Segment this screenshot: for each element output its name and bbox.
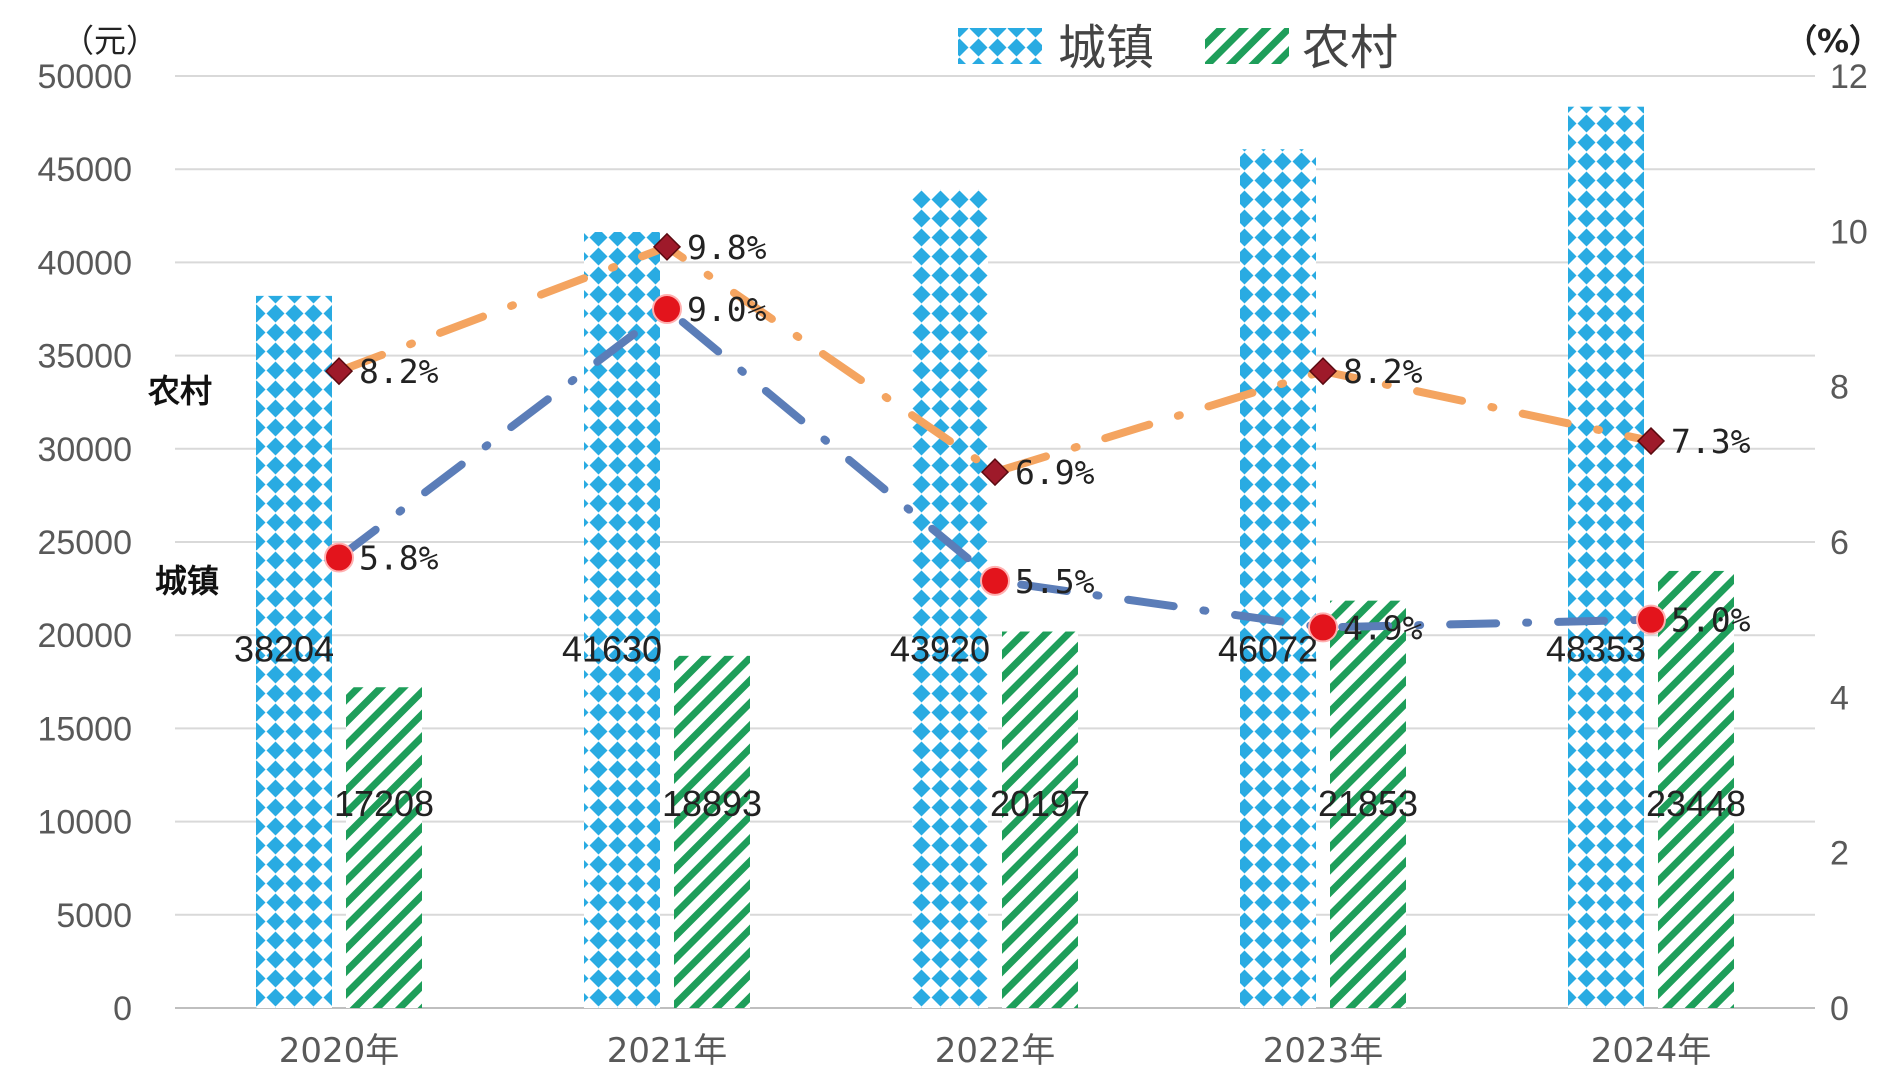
bar-urban xyxy=(1568,106,1644,1009)
y-left-tick-label: 30000 xyxy=(37,431,132,469)
y-left-tick-label: 5000 xyxy=(56,897,132,935)
bar-label-rural: 20197 xyxy=(990,783,1090,824)
bar-urban xyxy=(912,189,988,1009)
y-left-tick-label: 20000 xyxy=(37,617,132,655)
bars xyxy=(256,106,1734,1009)
marker-urban xyxy=(324,542,354,573)
legend-label-urban: 城镇 xyxy=(1058,20,1154,76)
bar-label-rural: 21853 xyxy=(1318,783,1418,824)
marker-urban xyxy=(980,565,1010,596)
bar-urban xyxy=(584,232,660,1009)
pct-label-urban: 9.0% xyxy=(687,290,767,329)
y-left-tick-label: 45000 xyxy=(37,151,132,189)
y-left-tick-label: 25000 xyxy=(37,524,132,562)
bar-label-urban: 38204 xyxy=(234,628,334,669)
y-right-tick-label: 6 xyxy=(1830,524,1849,562)
y-right-tick-label: 2 xyxy=(1830,835,1849,873)
y-left-tick-label: 50000 xyxy=(37,58,132,96)
x-tick-label: 2020年 xyxy=(279,1031,400,1071)
y-right-tick-label: 12 xyxy=(1830,58,1868,96)
y-axis-left: 0 5000 10000 15000 20000 25000 30000 35000 40000… xyxy=(37,58,132,1028)
bar-value-labels: 38204 41630 43920 46072 48353 17208 18893 20197… xyxy=(234,628,1746,824)
pct-label-rural: 7.3% xyxy=(1671,422,1751,461)
pct-label-rural: 8.2% xyxy=(359,352,439,391)
pct-label-urban: 5.5% xyxy=(1015,562,1095,601)
marker-urban xyxy=(652,294,682,324)
bar-label-rural: 18893 xyxy=(662,783,762,824)
pct-label-rural: 6.9% xyxy=(1015,453,1095,492)
y-left-tick-label: 35000 xyxy=(37,338,132,376)
y-right-tick-label: 10 xyxy=(1830,213,1868,251)
series-label-rural: 农村 xyxy=(148,372,212,410)
marker-urban xyxy=(1636,604,1666,635)
bar-label-rural: 23448 xyxy=(1646,783,1746,824)
growth-lines: 8.2% 9.8% 6.9% 8.2% 7.3% 5.8% 9.0% 5.5% 4.9% 5.0% xyxy=(324,228,1751,647)
legend-label-rural: 农村 xyxy=(1302,20,1398,76)
pct-label-urban: 5.0% xyxy=(1671,601,1751,640)
legend-swatch-urban xyxy=(958,28,1042,64)
bar-label-urban: 46072 xyxy=(1218,628,1318,669)
y-left-tick-label: 40000 xyxy=(37,244,132,282)
x-axis: 2020年 2021年 2022年 2023年 2024年 xyxy=(279,1031,1712,1071)
bar-label-urban: 41630 xyxy=(562,628,662,669)
bar-urban xyxy=(256,295,332,1008)
bar-label-urban: 48353 xyxy=(1546,628,1646,669)
pct-label-urban: 4.9% xyxy=(1343,608,1423,647)
y-left-tick-label: 15000 xyxy=(37,710,132,748)
bar-urban xyxy=(1240,149,1316,1009)
marker-rural xyxy=(980,458,1010,487)
line-rural-growth xyxy=(335,242,1655,477)
pct-label-urban: 5.8% xyxy=(359,539,439,578)
y-right-tick-label: 4 xyxy=(1830,679,1849,717)
bar-rural xyxy=(1002,631,1078,1008)
bar-label-urban: 43920 xyxy=(890,628,990,669)
y-left-tick-label: 0 xyxy=(113,990,132,1028)
y-right-unit: （%） xyxy=(1785,22,1881,60)
pct-label-rural: 9.8% xyxy=(687,228,767,267)
gridlines xyxy=(175,75,1815,1009)
marker-rural xyxy=(1308,357,1338,386)
marker-rural xyxy=(652,232,682,261)
marker-rural xyxy=(1636,426,1666,456)
bar-rural xyxy=(1658,570,1734,1008)
legend: 城镇 农村 xyxy=(958,20,1398,76)
y-axis-right: 0 2 4 6 8 10 12 xyxy=(1830,58,1868,1028)
y-right-tick-label: 0 xyxy=(1830,990,1849,1028)
bar-label-rural: 17208 xyxy=(334,783,434,824)
series-label-urban: 城镇 xyxy=(155,562,219,600)
y-right-tick-label: 8 xyxy=(1830,369,1849,407)
x-tick-label: 2022年 xyxy=(935,1031,1056,1071)
legend-swatch-rural xyxy=(1205,28,1289,64)
bar-rural xyxy=(674,655,750,1008)
y-left-tick-label: 10000 xyxy=(37,804,132,842)
x-tick-label: 2023年 xyxy=(1263,1031,1384,1071)
bar-rural xyxy=(1330,600,1406,1008)
x-tick-label: 2021年 xyxy=(607,1031,728,1071)
x-tick-label: 2024年 xyxy=(1591,1031,1712,1071)
marker-rural xyxy=(324,357,354,386)
y-left-unit: （元） xyxy=(62,22,158,60)
marker-urban xyxy=(1308,612,1338,643)
pct-label-rural: 8.2% xyxy=(1343,352,1423,391)
bar-rural xyxy=(346,687,422,1008)
